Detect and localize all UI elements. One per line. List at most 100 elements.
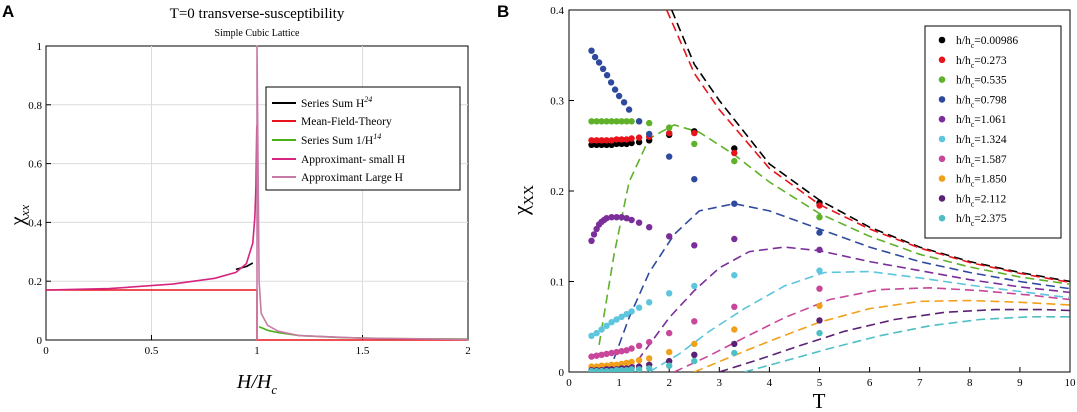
panel-b-point-series-10 [635,366,643,372]
legend-a-entry: Mean-Field-Theory [272,116,392,128]
panel-b-point-series-2 [623,136,630,143]
panel-b-point-series-6 [635,304,643,311]
panel-b-point-series-4 [731,200,738,207]
panel-b-point-series-5 [628,216,635,224]
panel-b-point-series-1 [635,138,643,146]
panel-b-series-curve-6 [648,270,1070,372]
panel-b-xtick-label: 3 [717,377,723,389]
panel-b-point-series-2 [603,137,610,144]
panel-a-ytick-label: 0 [37,335,43,347]
legend-b-label: h/hc=0.798 [956,94,1007,109]
panel-b-xtick-label: 2 [666,377,672,389]
panel-a-ylabel: χxx [7,205,32,227]
legend-b-marker [938,76,946,83]
legend-b-marker [938,115,946,123]
panel-b-point-series-2 [608,137,615,144]
panel-b-series-curve-4 [608,202,1070,372]
panel-b-point-series-6 [593,329,600,337]
panel-a-xtick-label: 0 [43,345,49,357]
panel-b-ytick-label: 0 [559,367,565,379]
panel-b-ticks: 0 1 2 3 4 5 6 7 8 9 10 0 0.1 0.2 0.3 0.4 [550,5,1076,389]
legend-b-entry: h/hc=0.00986 [938,35,1018,50]
panel-b-point-series-6 [666,290,673,297]
panel-b-point-series-10 [628,366,635,372]
panel-b-point-series-5 [588,237,595,244]
panel-b-point-series-3 [613,118,620,125]
panel-b-point-series-4 [588,47,595,54]
panel-b-point-series-10 [598,367,605,372]
panel-b-series-curve-5 [628,246,1070,372]
panel-b-point-series-6 [603,322,610,329]
legend-b-entry: h/hc=1.324 [938,134,1007,149]
panel-b-point-series-7 [731,303,738,310]
panel-b-point-series-2 [635,134,643,141]
panel-b-series-curve-3 [598,124,1070,346]
legend-b-entry: h/hc=0.798 [938,94,1007,109]
panel-b-point-series-5 [666,233,673,240]
panel-b-xtick-label: 7 [917,377,923,389]
panel-b-point-series-1 [603,141,610,148]
panel-b-point-series-4 [603,72,611,79]
panel-a-series-line-4 [45,125,258,291]
panel-b-point-series-5 [646,224,653,231]
panel-b-point-series-8 [608,361,615,368]
panel-b-point-series-7 [691,318,698,325]
legend-b-label: h/hc=0.535 [956,75,1007,90]
panel-b-point-series-9 [691,351,698,358]
panel-b-series-curve-10 [744,315,1070,372]
panel-b-point-series-4 [595,59,603,66]
panel-a-xtick-label: 2 [465,345,471,357]
panel-b-point-series-8 [666,348,673,356]
legend-a-label: Series Sum H24 [301,95,372,110]
panel-b-point-series-3 [603,118,610,125]
legend-b-entry: h/hc=1.587 [938,154,1007,169]
legend-b-label: h/hc=1.324 [956,134,1007,149]
panel-b-point-series-1 [608,141,615,148]
panel-b-point-series-10 [666,362,673,369]
panel-b-point-series-1 [588,141,595,148]
legend-b-entry: h/hc=1.061 [938,114,1007,129]
panel-b-xtick-label: 6 [867,377,873,389]
panel-b-point-series-7 [593,352,600,359]
panel-b-point-series-9 [731,340,738,348]
panel-b-point-series-3 [666,124,673,131]
panel-b-point-series-7 [598,351,605,358]
panel-b-point-series-4 [666,153,673,160]
legend-b-marker [938,36,946,44]
panel-b-point-series-1 [623,140,630,148]
panel-b-point-series-8 [613,361,620,368]
legend-b-label: h/hc=2.375 [956,213,1007,228]
legend-b-marker [938,195,946,202]
panel-b-point-series-2 [618,136,625,143]
panel-b-ytick-label: 0.1 [550,277,564,289]
panel-b-point-series-6 [646,299,653,306]
panel-a-series-line-5 [256,45,469,341]
panel-b-point-series-7 [816,285,823,292]
panel-b-point-series-1 [598,141,605,148]
panel-b-point-series-1 [618,140,625,148]
panel-b-point-series-6 [816,267,823,274]
panel-b-point-series-9 [816,317,823,324]
panel-b-point-series-7 [666,329,673,337]
panel-b-points [588,47,823,372]
panel-b-point-series-5 [590,231,598,238]
panel-b-point-series-5 [635,219,643,226]
legend-a-label: Mean-Field-Theory [301,116,392,128]
panel-b-point-series-10 [593,367,600,372]
legend-b-marker [938,214,946,222]
panel-b-point-series-7 [613,348,620,356]
panel-b-point-series-10 [603,367,610,372]
panel-b-point-series-8 [628,358,635,366]
panel-b-series-curve-9 [719,308,1070,372]
panel-b-series-curve-1 [670,10,1070,283]
panel-a-ytick-label: 1 [37,41,43,53]
panel-b-point-series-8 [635,357,643,364]
panel-a-xtick-label: 1.5 [356,345,370,357]
panel-b-point-series-4 [615,92,623,100]
panel-b-point-series-8 [691,340,698,348]
panel-b-point-series-5 [623,215,630,222]
legend-b-label: h/hc=1.061 [956,114,1007,129]
panel-b-xtick-label: 8 [967,377,973,389]
panel-a-ytick-label: 0.6 [28,159,42,171]
panel-a-curves [45,45,469,341]
